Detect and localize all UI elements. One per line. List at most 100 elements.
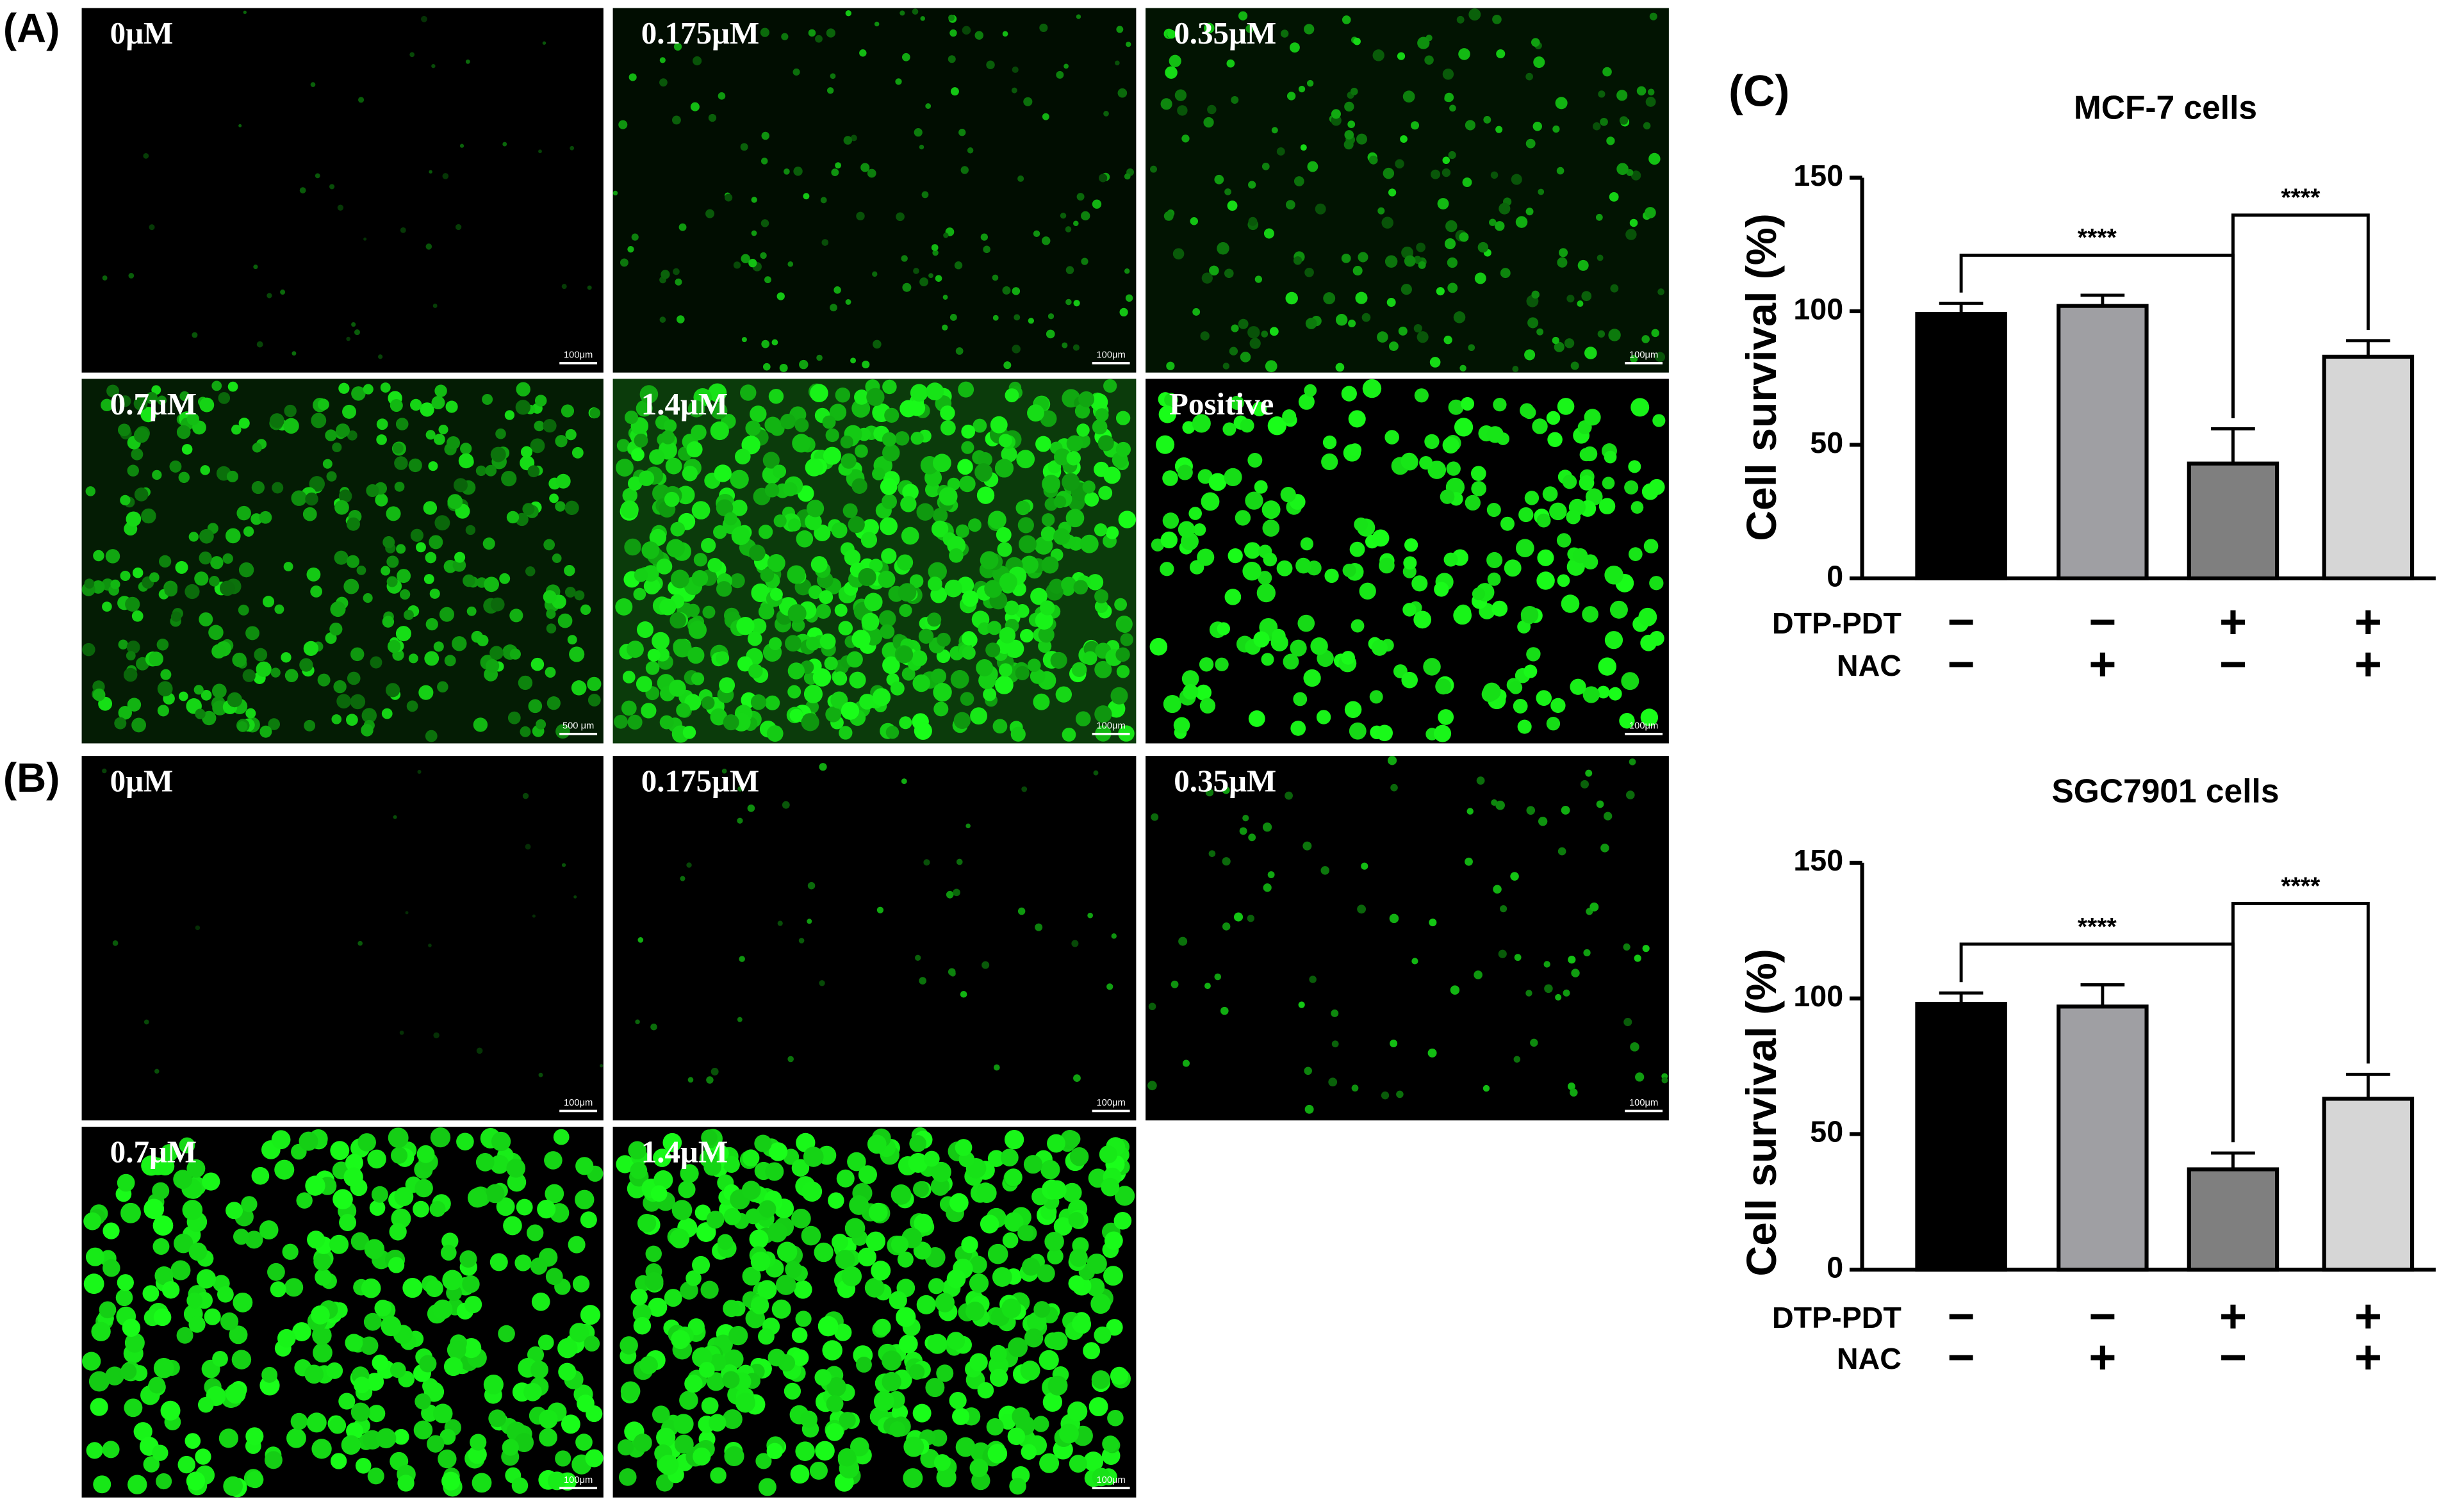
cell [143, 1456, 160, 1473]
cell [1643, 122, 1651, 130]
cell [1460, 396, 1475, 411]
cell [862, 360, 870, 369]
cell [659, 57, 666, 63]
cell [1030, 669, 1046, 684]
cell [1038, 639, 1052, 653]
cell [160, 669, 172, 680]
cell [1580, 780, 1589, 789]
cell [538, 1334, 554, 1351]
cell [1625, 229, 1637, 240]
cell [645, 661, 660, 675]
cell [1438, 709, 1454, 725]
cell [1094, 705, 1112, 723]
cell [415, 1393, 431, 1410]
cell [149, 651, 163, 666]
cell [962, 646, 976, 660]
cell [912, 674, 930, 692]
cell [1304, 1104, 1314, 1114]
cell [1103, 111, 1109, 117]
cell [1525, 138, 1536, 149]
cell [787, 685, 801, 699]
cell [157, 705, 169, 717]
cell [1103, 1266, 1123, 1286]
cell [1065, 298, 1072, 306]
cell [969, 1459, 989, 1478]
cell [103, 1222, 120, 1239]
cell [102, 601, 112, 612]
cell [416, 542, 426, 553]
cell [616, 439, 630, 452]
cell [710, 1068, 719, 1075]
cell [199, 551, 212, 565]
cell [506, 511, 520, 524]
cell [1239, 827, 1247, 835]
cell [114, 717, 127, 730]
cell [372, 1354, 389, 1371]
cell [152, 1215, 174, 1236]
cell [645, 1271, 664, 1291]
cell [331, 714, 342, 724]
cell [866, 1231, 886, 1252]
cell [1011, 87, 1017, 94]
cell [675, 278, 682, 286]
cell [84, 578, 95, 589]
cell [569, 646, 585, 662]
cell [93, 1475, 111, 1494]
cell [771, 1299, 791, 1319]
cell [1629, 218, 1638, 227]
cell [702, 605, 716, 619]
cell [1073, 300, 1080, 307]
cell [701, 537, 716, 553]
cell [1566, 295, 1575, 303]
cell [931, 244, 939, 251]
cell [1224, 589, 1242, 605]
cell [872, 688, 891, 707]
cell [83, 1212, 102, 1230]
cell [650, 1023, 657, 1031]
cell [1110, 1366, 1129, 1385]
cell [538, 1409, 558, 1429]
cell [501, 470, 517, 487]
cell [1148, 1002, 1156, 1011]
cell [156, 1473, 172, 1490]
cell [1493, 398, 1507, 412]
cell [931, 1161, 951, 1182]
cell [1604, 566, 1623, 585]
cell [627, 641, 644, 658]
cell [636, 400, 653, 417]
cell [921, 191, 929, 199]
cell [1149, 637, 1168, 656]
cell [390, 1147, 408, 1164]
cell [429, 1200, 446, 1217]
cell [622, 487, 637, 503]
cell [807, 919, 812, 924]
cell [465, 525, 476, 535]
cell [1286, 92, 1296, 101]
cell [787, 565, 806, 584]
cell [447, 494, 463, 509]
bar [1915, 1002, 2007, 1272]
cell [880, 624, 895, 639]
cell [1005, 388, 1019, 403]
cell [133, 396, 148, 411]
cell [723, 714, 739, 731]
cell [751, 197, 757, 203]
cell [771, 339, 778, 346]
cell [304, 719, 316, 732]
cell [333, 1189, 353, 1209]
cell [798, 938, 805, 944]
cell [531, 1292, 550, 1311]
cell [1163, 211, 1174, 221]
scale-bar-label: 100μm [1629, 350, 1658, 361]
cell [1060, 212, 1067, 219]
cell [343, 1167, 363, 1188]
cell [381, 708, 393, 719]
cell [199, 612, 213, 626]
cell [1263, 552, 1277, 567]
cell [838, 621, 853, 636]
cell [706, 1211, 725, 1229]
micrograph-background [612, 8, 1137, 373]
cell [793, 68, 800, 76]
cell [336, 694, 351, 709]
